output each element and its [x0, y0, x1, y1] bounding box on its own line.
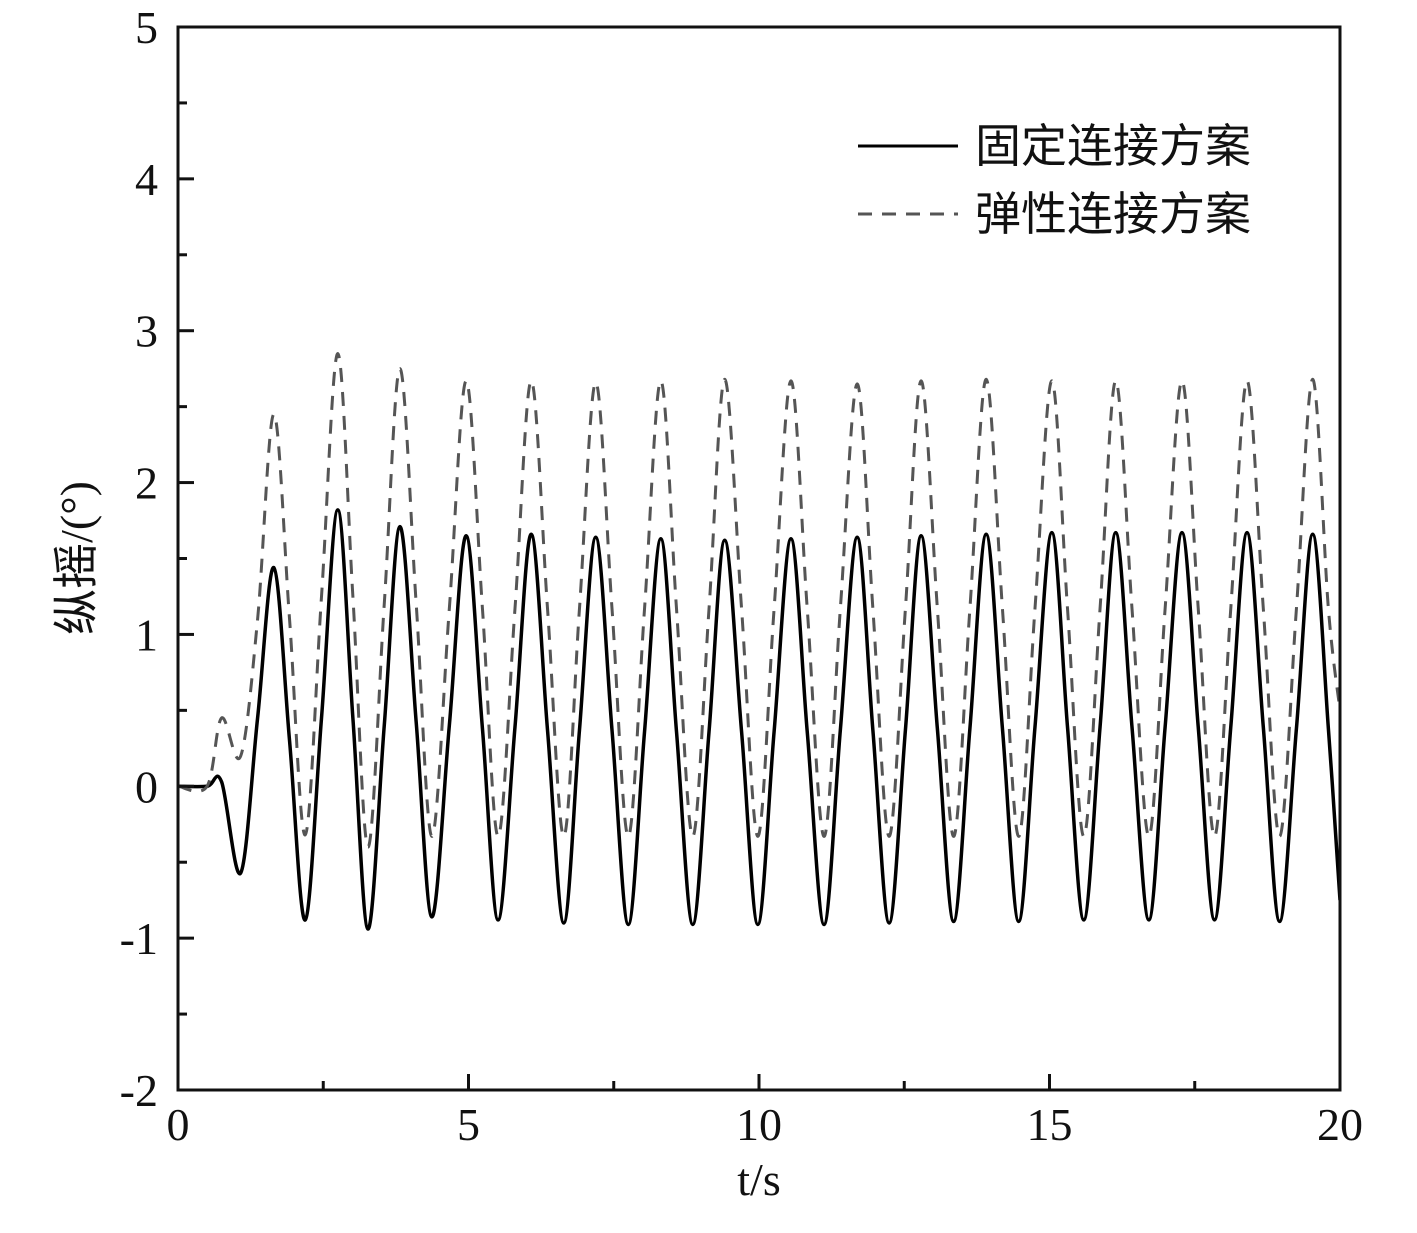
- legend-label: 固定连接方案: [975, 121, 1251, 172]
- y-tick-label: 2: [135, 458, 158, 509]
- legend-label: 弹性连接方案: [975, 189, 1251, 240]
- y-tick-label: 0: [135, 761, 158, 812]
- y-tick-label: 4: [135, 154, 158, 205]
- x-axis-label: t/s: [737, 1154, 780, 1205]
- data-line: [178, 351, 1340, 849]
- x-tick-label: 0: [167, 1099, 190, 1150]
- x-tick-label: 10: [736, 1099, 782, 1150]
- x-tick-label: 15: [1027, 1099, 1073, 1150]
- data-line: [178, 508, 1340, 931]
- plot-frame: [176, 25, 1342, 1092]
- x-tick-label: 20: [1317, 1099, 1363, 1150]
- y-tick-label: 5: [135, 2, 158, 53]
- x-tick-label: 5: [457, 1099, 480, 1150]
- y-tick-label: 3: [135, 306, 158, 357]
- plot-area: [178, 351, 1340, 931]
- y-tick-label: -1: [120, 913, 158, 964]
- y-tick-label: 1: [135, 609, 158, 660]
- y-axis-label: 纵摇/(°): [51, 481, 102, 635]
- y-tick-label: -2: [120, 1065, 158, 1116]
